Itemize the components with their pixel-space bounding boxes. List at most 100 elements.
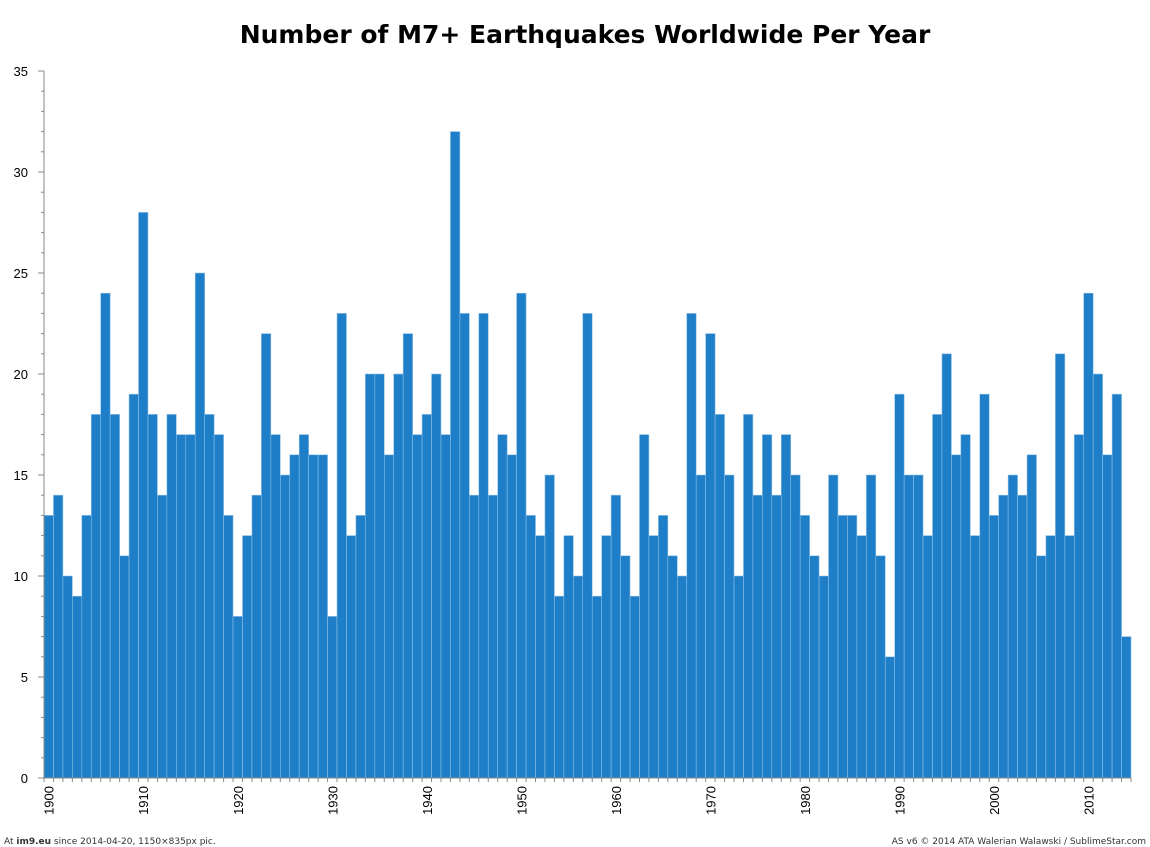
bars-group [43,131,1132,779]
bar-1973 [733,575,744,779]
bar-1916 [194,272,205,779]
bar-1940 [421,414,432,779]
x-tick-label-1900: 1900 [42,786,57,815]
bar-1981 [809,555,820,779]
bar-1915 [185,434,196,779]
bar-1946 [478,313,489,779]
bar-1938 [402,333,413,779]
bar-1933 [355,515,366,779]
bar-1917 [204,414,215,779]
bar-1979 [790,474,801,779]
bar-1956 [573,575,584,779]
bar-1912 [157,494,168,779]
bar-1944 [459,313,470,779]
bar-1958 [591,595,602,779]
bar-1965 [658,515,669,779]
bar-1920 [232,616,243,779]
x-tick-label-1990: 1990 [892,786,907,815]
bar-1989 [884,656,895,779]
y-tick-label-0: 0 [21,771,28,786]
bar-1980 [799,515,810,779]
y-tick-label-10: 10 [14,569,28,584]
bar-1918 [213,434,224,779]
bar-1985 [847,515,858,779]
bar-1914 [176,434,187,779]
bar-1919 [223,515,234,779]
bar-1952 [535,535,546,779]
bar-1974 [743,414,754,779]
bar-2011 [1092,373,1103,779]
bar-1996 [951,454,962,779]
bar-1998 [970,535,981,779]
bar-1953 [544,474,555,779]
bar-1954 [554,595,565,779]
y-tick-label-30: 30 [14,165,28,180]
bar-1942 [440,434,451,779]
footer-left-prefix: At [4,837,16,847]
bar-1937 [393,373,404,779]
bar-2003 [1017,494,1028,779]
bar-1949 [506,454,517,779]
x-tick-label-1970: 1970 [703,786,718,815]
bar-1957 [582,313,593,779]
x-tick-label-1930: 1930 [325,786,340,815]
bar-1947 [487,494,498,779]
bar-1969 [695,474,706,779]
footer-left: At im9.eu since 2014-04-20, 1150×835px p… [4,837,216,847]
bar-1928 [308,454,319,779]
bar-1977 [771,494,782,779]
bar-1913 [166,414,177,779]
bar-1926 [289,454,300,779]
bar-1978 [780,434,792,779]
bar-1961 [620,555,631,779]
bar-1921 [242,535,253,779]
bar-2009 [1073,434,1085,779]
bar-2010 [1083,292,1094,779]
x-tick-label-1950: 1950 [514,786,529,815]
bar-2002 [1007,474,1018,779]
bar-1968 [686,313,697,779]
x-tick-label-1920: 1920 [231,786,246,815]
bar-1911 [147,414,158,779]
bar-1910 [138,212,149,779]
bar-1991 [903,474,914,779]
bar-1932 [346,535,357,779]
y-tick-label-20: 20 [14,367,28,382]
bar-1966 [667,555,678,779]
x-tick-label-2010: 2010 [1081,786,1096,815]
bar-1986 [856,535,867,779]
bar-2014 [1121,636,1132,779]
bar-1971 [714,414,725,779]
bar-1963 [639,434,650,779]
bar-1935 [374,373,385,779]
bar-1994 [932,414,943,779]
bar-1993 [922,535,933,779]
bar-1983 [828,474,839,779]
x-tick-label-1960: 1960 [609,786,624,815]
bar-1988 [875,555,886,779]
bar-1929 [317,454,328,779]
bar-1959 [601,535,612,779]
bar-1967 [676,575,688,779]
x-tick-label-2000: 2000 [987,786,1002,815]
bar-1922 [251,494,262,779]
bar-1955 [563,535,574,779]
bar-2001 [998,494,1009,779]
bar-2006 [1045,535,1056,779]
bar-1909 [128,393,139,779]
bar-2013 [1111,393,1122,779]
bar-1939 [412,434,423,779]
bar-1925 [279,474,291,779]
bar-2007 [1055,353,1066,779]
bar-1908 [119,555,130,779]
bar-1997 [960,434,971,779]
bar-1964 [648,535,659,779]
bar-2000 [988,515,999,779]
bar-1905 [90,414,102,779]
bar-1948 [497,434,508,779]
y-tick-label-15: 15 [14,468,28,483]
bar-1976 [762,434,773,779]
footer-left-rest: since 2014-04-20, 1150×835px pic. [51,837,216,847]
bar-1943 [450,131,461,779]
